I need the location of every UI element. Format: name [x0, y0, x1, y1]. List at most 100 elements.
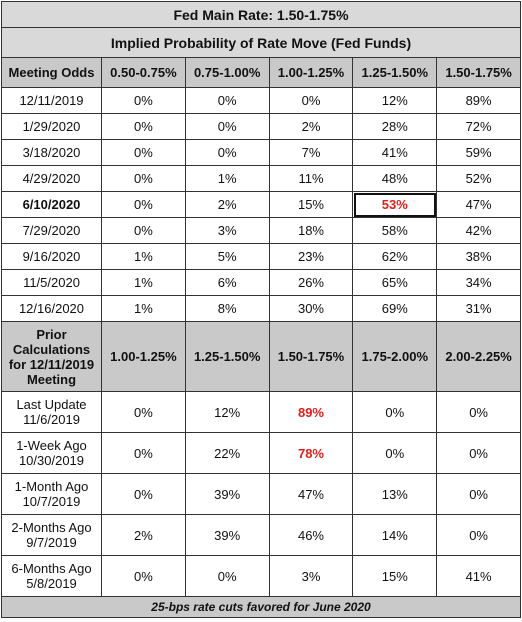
- cell: 34%: [436, 269, 521, 296]
- cell: 39%: [184, 514, 270, 556]
- cell: 65%: [352, 269, 438, 296]
- cell: 69%: [352, 295, 438, 322]
- cell: 42%: [436, 217, 521, 244]
- cell: 28%: [352, 113, 438, 140]
- cell: 1%: [184, 165, 270, 192]
- column-header: Meeting Odds: [1, 57, 102, 88]
- row-label: 1-Month Ago 10/7/2019: [1, 473, 102, 515]
- cell: 0%: [101, 165, 186, 192]
- table-row: 12/11/2019 0% 0% 0% 12% 89%: [1, 87, 521, 114]
- column-header: 1.25-1.50%: [352, 57, 438, 88]
- cell: 15%: [352, 555, 438, 597]
- cell: 1%: [101, 295, 186, 322]
- cell: 72%: [436, 113, 521, 140]
- cell: 1%: [101, 243, 186, 270]
- cell: 0%: [268, 87, 354, 114]
- cell: 0%: [352, 391, 438, 433]
- cell: 0%: [436, 432, 521, 474]
- title-row: Fed Main Rate: 1.50-1.75%: [1, 1, 521, 28]
- table-row: 12/16/2020 1% 8% 30% 69% 31%: [1, 295, 521, 322]
- column-header: 1.50-1.75%: [436, 57, 521, 88]
- row-label: 3/18/2020: [1, 139, 102, 166]
- cell: 0%: [436, 514, 521, 556]
- cell: 89%: [436, 87, 521, 114]
- cell: 31%: [436, 295, 521, 322]
- cell: 2%: [184, 191, 270, 218]
- table-row: 7/29/2020 0% 3% 18% 58% 42%: [1, 217, 521, 244]
- column-header: 1.75-2.00%: [352, 321, 438, 392]
- row-label: 1-Week Ago 10/30/2019: [1, 432, 102, 474]
- row-label: 4/29/2020: [1, 165, 102, 192]
- row-label: 12/11/2019: [1, 87, 102, 114]
- cell: 0%: [101, 191, 186, 218]
- title: Fed Main Rate: 1.50-1.75%: [1, 1, 521, 28]
- table-row: 4/29/2020 0% 1% 11% 48% 52%: [1, 165, 521, 192]
- row-label: Last Update 11/6/2019: [1, 391, 102, 433]
- table-row: 6-Months Ago 5/8/2019 0% 0% 3% 15% 41%: [1, 555, 521, 597]
- column-header: 0.75-1.00%: [184, 57, 270, 88]
- column-header: 1.50-1.75%: [268, 321, 354, 392]
- cell: 0%: [436, 391, 521, 433]
- row-label: 6-Months Ago 5/8/2019: [1, 555, 102, 597]
- cell: 0%: [101, 555, 186, 597]
- cell: 53%: [352, 191, 438, 218]
- cell: 0%: [436, 473, 521, 515]
- row-label: 2-Months Ago 9/7/2019: [1, 514, 102, 556]
- cell: 0%: [101, 139, 186, 166]
- row-label: 6/10/2020: [1, 191, 102, 218]
- cell: 12%: [352, 87, 438, 114]
- cell: 47%: [268, 473, 354, 515]
- cell: 41%: [352, 139, 438, 166]
- cell: 1%: [101, 269, 186, 296]
- cell: 15%: [268, 191, 354, 218]
- cell: 38%: [436, 243, 521, 270]
- row-label: 1/29/2020: [1, 113, 102, 140]
- row-label: 9/16/2020: [1, 243, 102, 270]
- table-row: Meeting Odds 0.50-0.75% 0.75-1.00% 1.00-1.2…: [1, 57, 521, 88]
- footer-note: 25-bps rate cuts favored for June 2020: [1, 596, 521, 618]
- cell: 48%: [352, 165, 438, 192]
- cell: 3%: [268, 555, 354, 597]
- cell: 41%: [436, 555, 521, 597]
- cell: 12%: [184, 391, 270, 433]
- cell: 0%: [101, 391, 186, 433]
- table-row: 11/5/2020 1% 6% 26% 65% 34%: [1, 269, 521, 296]
- column-header: Prior Calculations for 12/11/2019 Meetin…: [1, 321, 102, 392]
- row-label: 12/16/2020: [1, 295, 102, 322]
- column-header: 1.00-1.25%: [268, 57, 354, 88]
- cell: 30%: [268, 295, 354, 322]
- cell: 22%: [184, 432, 270, 474]
- subtitle: Implied Probability of Rate Move (Fed Fu…: [1, 27, 521, 58]
- cell: 39%: [184, 473, 270, 515]
- cell: 62%: [352, 243, 438, 270]
- table-row: 25-bps rate cuts favored for June 2020: [1, 596, 521, 618]
- cell: 0%: [352, 432, 438, 474]
- subtitle-row: Implied Probability of Rate Move (Fed Fu…: [1, 27, 521, 58]
- cell: 89%: [268, 391, 354, 433]
- cell: 78%: [268, 432, 354, 474]
- column-header: 1.25-1.50%: [184, 321, 270, 392]
- cell: 2%: [101, 514, 186, 556]
- table-row: 1-Week Ago 10/30/2019 0% 22% 78% 0% 0%: [1, 432, 521, 474]
- cell: 52%: [436, 165, 521, 192]
- cell: 3%: [184, 217, 270, 244]
- cell: 13%: [352, 473, 438, 515]
- cell: 0%: [101, 87, 186, 114]
- cell: 18%: [268, 217, 354, 244]
- cell: 14%: [352, 514, 438, 556]
- cell: 23%: [268, 243, 354, 270]
- table-row: Prior Calculations for 12/11/2019 Meetin…: [1, 321, 521, 392]
- table-row: 6/10/2020 0% 2% 15% 53% 47%: [1, 191, 521, 218]
- table-row: 1-Month Ago 10/7/2019 0% 39% 47% 13% 0%: [1, 473, 521, 515]
- cell: 8%: [184, 295, 270, 322]
- cell: 11%: [268, 165, 354, 192]
- cell: 0%: [184, 139, 270, 166]
- cell: 0%: [101, 217, 186, 244]
- table-row: 2-Months Ago 9/7/2019 2% 39% 46% 14% 0%: [1, 514, 521, 556]
- table-row: 9/16/2020 1% 5% 23% 62% 38%: [1, 243, 521, 270]
- cell: 46%: [268, 514, 354, 556]
- row-label: 7/29/2020: [1, 217, 102, 244]
- cell: 0%: [101, 432, 186, 474]
